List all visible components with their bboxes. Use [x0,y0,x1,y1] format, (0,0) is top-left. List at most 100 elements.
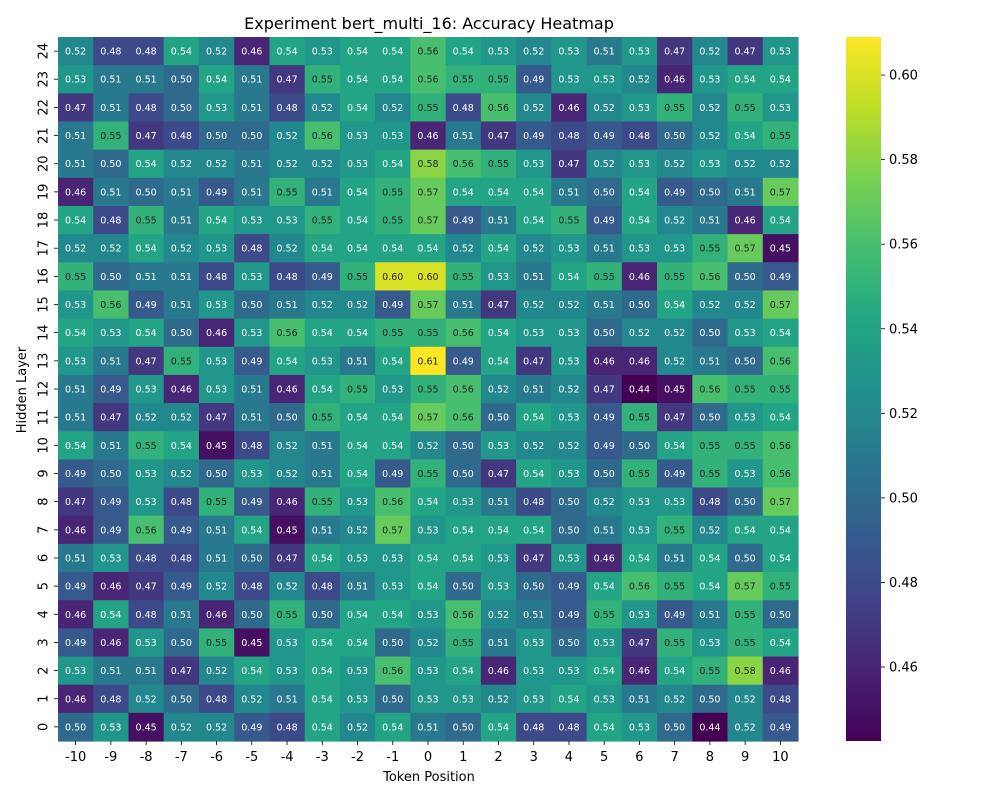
cell-value-label: 0.50 [136,187,157,198]
cell-value-label: 0.55 [417,385,438,396]
heatmap-cell [163,515,200,545]
cell-value-label: 0.53 [558,75,579,86]
heatmap-cell [163,290,200,320]
colorbar-tick-label: 0.48 [889,576,918,591]
heatmap-cell [480,684,517,714]
heatmap-cell [516,121,552,151]
cell-value-label: 0.52 [699,131,720,142]
cell-value-label: 0.51 [594,47,615,58]
cell-value-label: 0.56 [417,47,438,58]
heatmap-cell [516,149,552,179]
cell-value-label: 0.55 [664,638,685,649]
heatmap-cell [198,515,235,545]
cell-value-label: 0.52 [735,300,756,311]
heatmap-cell [586,656,623,686]
cell-value-label: 0.48 [770,694,791,705]
cell-value-label: 0.46 [558,103,579,114]
cell-value-label: 0.51 [206,553,227,564]
heatmap-cell [58,37,94,66]
heatmap-cell [480,318,517,348]
cell-value-label: 0.54 [312,385,333,396]
heatmap-cell [692,684,729,714]
cell-value-label: 0.51 [276,694,297,705]
heatmap-cell [93,712,130,742]
x-tick-label: -2 [351,750,364,765]
heatmap-cell [480,346,517,376]
heatmap-cell [410,487,447,517]
cell-value-label: 0.50 [241,553,262,564]
heatmap-cell [198,374,235,404]
heatmap-cell [128,290,165,320]
cell-value-label: 0.53 [276,638,297,649]
heatmap-cell [410,572,447,601]
cell-value-label: 0.52 [453,244,474,255]
heatmap-cell [339,684,376,714]
cell-value-label: 0.49 [453,356,474,367]
cell-value-label: 0.50 [382,638,403,649]
heatmap-cell [198,543,235,573]
cell-value-label: 0.50 [594,469,615,480]
cell-value-label: 0.54 [347,413,368,424]
cell-value-label: 0.46 [171,385,192,396]
x-tick-label: 2 [494,750,502,765]
y-tick-label: 3 [37,638,52,646]
heatmap-cell [586,487,623,517]
heatmap-cell [58,346,94,376]
cell-value-label: 0.54 [347,244,368,255]
heatmap-cell [657,543,693,573]
heatmap-cell [657,628,693,658]
heatmap-cell [163,65,200,94]
heatmap-cell [480,572,517,601]
heatmap-cell [621,656,658,686]
cell-value-label: 0.54 [558,272,579,283]
cell-value-label: 0.53 [629,722,650,733]
cell-value-label: 0.53 [523,638,544,649]
heatmap-cell [339,318,376,348]
cell-value-label: 0.50 [206,469,227,480]
cell-value-label: 0.53 [629,610,650,621]
heatmap-cell [762,374,799,404]
cell-value-label: 0.49 [241,497,262,508]
x-tick-label: 1 [459,750,467,765]
heatmap-cell [621,684,658,714]
heatmap-cell [727,65,764,94]
cell-value-label: 0.51 [594,300,615,311]
cell-value-label: 0.44 [699,722,720,733]
cell-value-label: 0.45 [206,441,227,452]
cell-value-label: 0.52 [558,441,579,452]
cell-value-label: 0.54 [347,469,368,480]
heatmap-cell [516,459,552,489]
cell-value-label: 0.50 [735,272,756,283]
heatmap-cell [445,318,482,348]
cell-value-label: 0.46 [594,356,615,367]
cell-value-label: 0.52 [594,159,615,170]
heatmap-cell [410,628,447,658]
heatmap-cell [234,149,271,179]
heatmap-cell [657,487,693,517]
cell-value-label: 0.54 [347,47,368,58]
cell-value-label: 0.55 [276,187,297,198]
cell-value-label: 0.54 [629,553,650,564]
heatmap-cell [234,177,271,207]
heatmap-cell [621,93,658,123]
heatmap-cell [269,712,306,742]
cell-value-label: 0.54 [65,216,86,227]
cell-value-label: 0.51 [488,497,509,508]
cell-value-label: 0.55 [770,582,791,593]
colorbar-tick-label: 0.52 [889,407,918,422]
heatmap-cell [692,543,729,573]
cell-value-label: 0.54 [453,666,474,677]
heatmap-cell [304,515,341,545]
heatmap-cell [657,318,693,348]
cell-value-label: 0.53 [417,610,438,621]
cell-value-label: 0.52 [347,525,368,536]
cell-value-label: 0.53 [241,216,262,227]
cell-value-label: 0.55 [735,638,756,649]
heatmap-cell [198,346,235,376]
heatmap-cell [58,543,94,573]
heatmap-cell [375,205,411,235]
cell-value-label: 0.50 [629,441,650,452]
heatmap-cell [551,65,588,94]
heatmap-cell [692,121,729,151]
cell-value-label: 0.52 [276,131,297,142]
